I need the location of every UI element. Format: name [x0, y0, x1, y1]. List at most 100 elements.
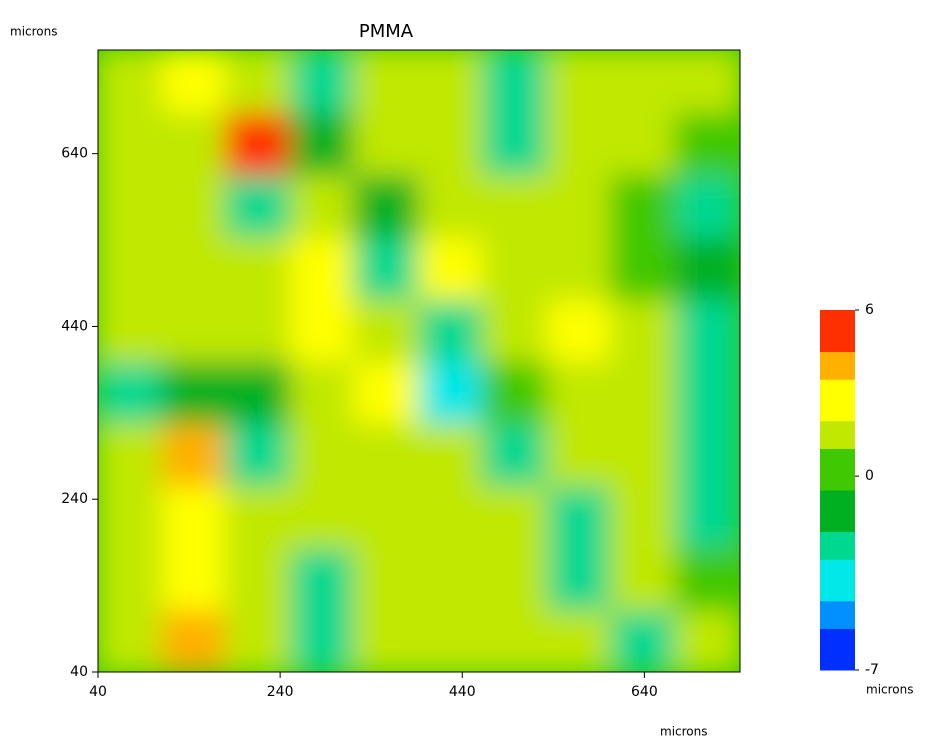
heatmap-cells	[98, 50, 740, 672]
x-tick-label: 40	[89, 684, 107, 700]
heat-cell	[353, 235, 420, 300]
heat-cell	[418, 546, 485, 611]
heat-cell	[674, 422, 740, 487]
heat-cell	[98, 297, 164, 362]
heat-cell	[161, 360, 228, 425]
colorbar-swatch	[820, 656, 855, 671]
heat-cell	[161, 173, 228, 238]
colorbar-swatch	[820, 351, 855, 366]
heat-cell	[674, 297, 740, 362]
heat-cell	[674, 235, 740, 300]
colorbar-swatch	[820, 614, 855, 629]
heat-cell	[224, 422, 292, 487]
heat-cell	[290, 546, 356, 611]
heat-cell	[98, 50, 164, 114]
colorbar-swatch	[820, 573, 855, 588]
colorbar-swatch	[820, 323, 855, 339]
heat-cell	[674, 111, 740, 176]
heat-cell	[546, 608, 613, 672]
heat-cell	[98, 111, 164, 176]
heat-cell	[353, 50, 420, 114]
heat-cell	[418, 173, 485, 238]
heat-cell	[674, 546, 740, 611]
colorbar-swatch	[820, 434, 855, 449]
plot-frame	[97, 49, 741, 673]
heat-cell	[161, 235, 228, 300]
heat-cell	[161, 111, 228, 176]
heat-cell	[98, 360, 164, 425]
heat-cell	[418, 50, 485, 114]
y-axis-label: microns	[10, 25, 58, 39]
heat-cell	[418, 422, 485, 487]
heat-cell	[546, 50, 613, 114]
heat-cell	[290, 422, 356, 487]
colorbar-swatch	[820, 393, 855, 408]
x-tick-label: 440	[449, 684, 476, 700]
colorbar-swatch	[820, 337, 855, 353]
heat-cell	[610, 484, 677, 549]
heat-cell	[481, 360, 549, 425]
heat-cell	[610, 546, 677, 611]
heat-cell	[610, 360, 677, 425]
colorbar-swatch	[820, 476, 855, 491]
x-axis-label: microns	[660, 725, 708, 739]
heat-cell	[481, 608, 549, 672]
heat-cell	[353, 360, 420, 425]
heat-cell	[290, 235, 356, 300]
heat-cell	[418, 484, 485, 549]
colorbar-swatch	[820, 545, 855, 560]
heat-cell	[481, 422, 549, 487]
heat-cell	[98, 235, 164, 300]
heat-cell	[674, 173, 740, 238]
heat-cell	[353, 111, 420, 176]
heat-cell	[353, 546, 420, 611]
heat-cell	[546, 484, 613, 549]
colorbar-swatch	[820, 531, 855, 546]
heat-cell	[546, 235, 613, 300]
colorbar-tick-label: 6	[865, 302, 874, 318]
heat-cell	[418, 111, 485, 176]
heat-cell	[353, 297, 420, 362]
heat-cell	[224, 360, 292, 425]
y-tick-label: 440	[61, 318, 88, 334]
colorbar-tick-label: 0	[865, 468, 874, 484]
heat-cell	[353, 608, 420, 672]
heat-cell	[481, 297, 549, 362]
heat-cell	[418, 235, 485, 300]
colorbar-swatch	[820, 517, 855, 533]
chart-title: PMMA	[359, 21, 414, 42]
y-tick-label: 640	[61, 146, 88, 162]
x-tick-label: 240	[267, 684, 294, 700]
colorbar-tick-label: -7	[865, 662, 879, 678]
heat-cell	[98, 546, 164, 611]
colorbar-swatch	[820, 490, 855, 505]
heat-cell	[418, 360, 485, 425]
colorbar-swatch	[820, 310, 855, 325]
colorbar-swatch	[820, 365, 855, 380]
colorbar-swatch	[820, 586, 855, 602]
heat-cell	[610, 422, 677, 487]
heat-cell	[353, 173, 420, 238]
heat-cell	[224, 608, 292, 672]
colorbar-swatch	[820, 503, 855, 519]
heat-cell	[481, 173, 549, 238]
heat-cell	[546, 546, 613, 611]
heat-cell	[546, 173, 613, 238]
heat-cell	[481, 235, 549, 300]
heat-cell	[290, 484, 356, 549]
heat-cell	[481, 546, 549, 611]
heat-cell	[674, 608, 740, 672]
heat-cell	[418, 297, 485, 362]
heat-cell	[610, 50, 677, 114]
heat-cell	[290, 360, 356, 425]
heat-cell	[161, 608, 228, 672]
heat-cell	[161, 50, 228, 114]
heat-cell	[290, 608, 356, 672]
heat-cell	[290, 297, 356, 362]
heat-cell	[290, 50, 356, 114]
heat-cell	[674, 360, 740, 425]
heat-cell	[224, 297, 292, 362]
heat-cell	[98, 484, 164, 549]
heat-cell	[610, 297, 677, 362]
